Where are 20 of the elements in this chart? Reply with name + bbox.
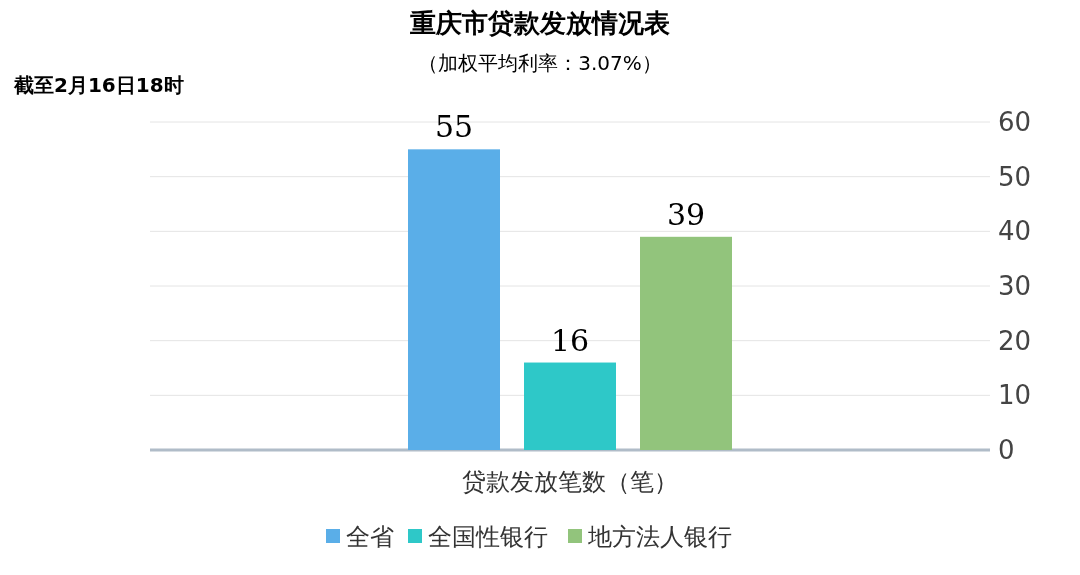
y-tick-label: 30 xyxy=(998,271,1032,301)
legend-label: 全省 xyxy=(346,523,394,551)
legend-label: 地方法人银行 xyxy=(587,523,732,551)
chart-subtitle: （加权平均利率：3.07%） xyxy=(418,51,662,75)
chart-title: 重庆市贷款发放情况表 xyxy=(409,8,670,38)
data-label: 16 xyxy=(550,322,590,358)
y-tick-label: 0 xyxy=(998,435,1015,465)
y-tick-label: 60 xyxy=(998,107,1032,137)
legend-label: 全国性银行 xyxy=(428,523,548,551)
bar xyxy=(524,362,616,450)
data-label: 55 xyxy=(434,109,474,145)
y-tick-label: 40 xyxy=(998,216,1032,247)
bar xyxy=(640,236,732,450)
y-tick-label: 10 xyxy=(998,380,1032,411)
bar xyxy=(408,149,500,450)
text: 截至2月16日18时 xyxy=(13,73,184,97)
y-tick-label: 50 xyxy=(998,161,1032,192)
y-tick-label: 20 xyxy=(998,325,1032,356)
data-label: 39 xyxy=(666,196,706,232)
x-tick-label: 贷款发放笔数（笔） xyxy=(462,468,678,496)
